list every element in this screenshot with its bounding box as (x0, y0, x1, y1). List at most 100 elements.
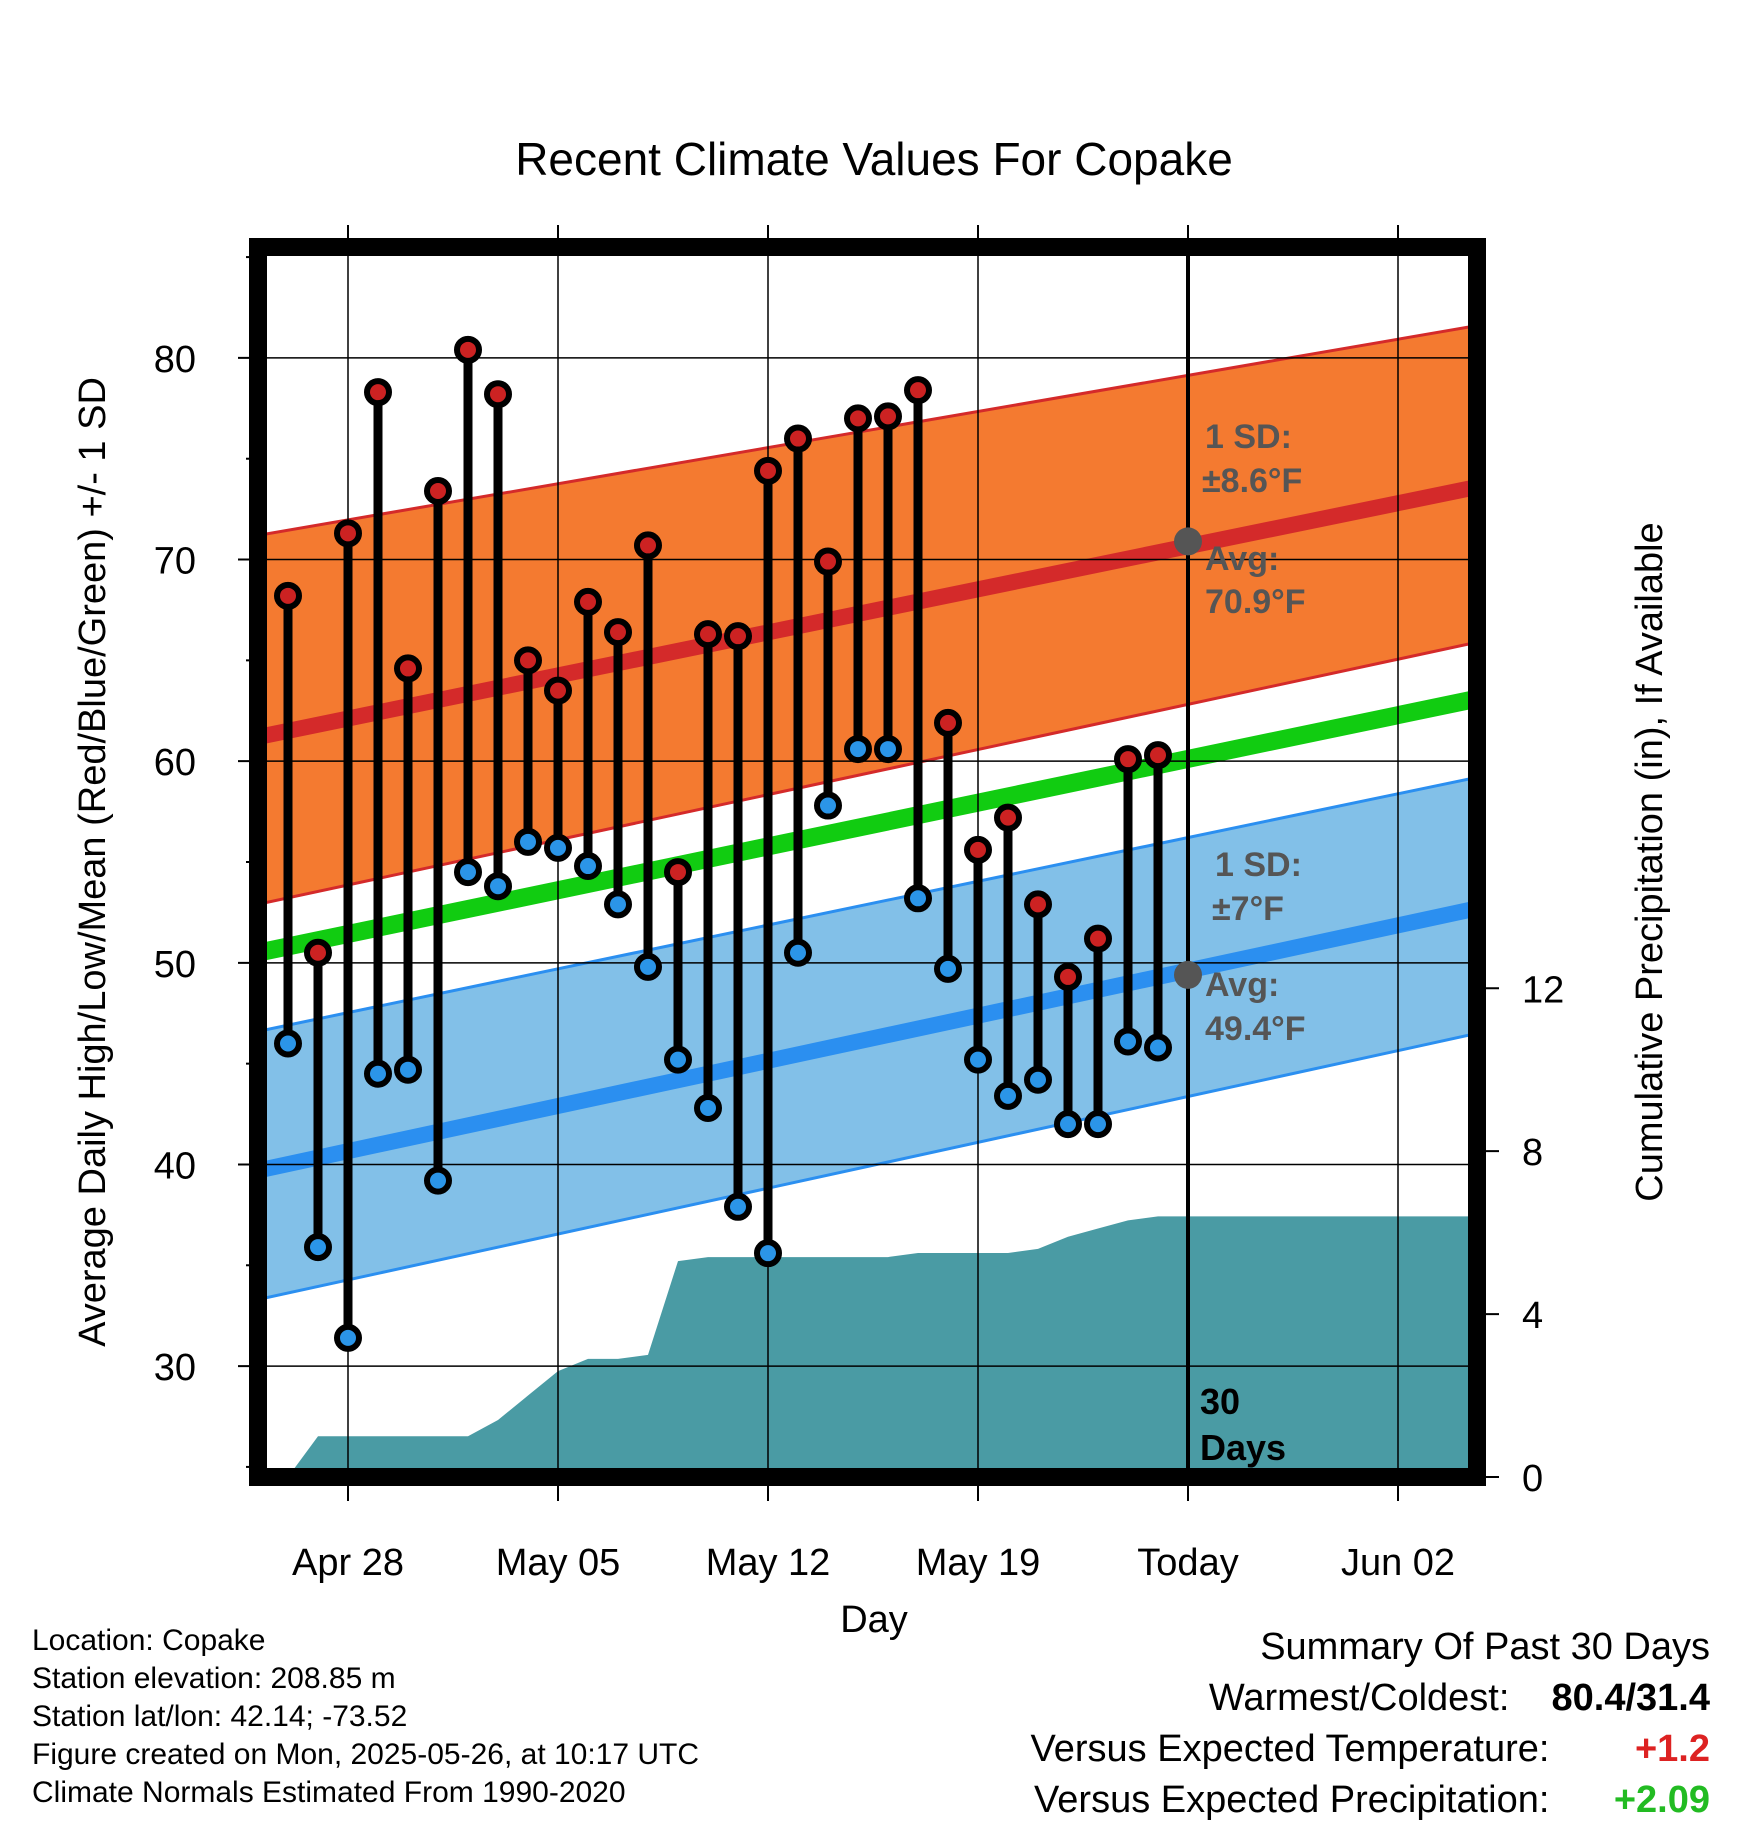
high-point (844, 404, 872, 433)
high-point (1114, 745, 1142, 774)
x-tick-label: Jun 02 (1341, 1542, 1455, 1584)
low-point (574, 852, 602, 881)
high-point (964, 835, 992, 864)
high-point (724, 622, 752, 651)
y2-tick-label: 4 (1522, 1295, 1543, 1337)
low-point (364, 1059, 392, 1088)
y-tick-label: 30 (154, 1347, 196, 1389)
low-point (1054, 1110, 1082, 1139)
high-point (574, 587, 602, 616)
low-band-upper-edge (258, 775, 1477, 1033)
today-low-avg-dot (1174, 960, 1202, 989)
latlon-text: Station lat/lon: 42.14; -73.52 (32, 1700, 408, 1733)
normals-text: Climate Normals Estimated From 1990-2020 (32, 1776, 626, 1809)
low-point (814, 791, 842, 820)
low-point (604, 890, 632, 919)
chart-title: Recent Climate Values For Copake (515, 133, 1233, 185)
low-point (274, 1029, 302, 1058)
high-point (274, 581, 302, 610)
x-tick-label: Today (1137, 1542, 1238, 1584)
elevation-text: Station elevation: 208.85 m (32, 1662, 396, 1695)
temp-label: Versus Expected Temperature: (1030, 1728, 1550, 1770)
low-point (634, 952, 662, 981)
high-point (784, 424, 812, 453)
station-info: Location: Copake Station elevation: 208.… (32, 1622, 699, 1812)
x-tick-label: May 05 (496, 1542, 621, 1584)
temp-value: +1.2 (1634, 1728, 1710, 1770)
precip-label: Versus Expected Precipitation: (1034, 1779, 1550, 1821)
left-axis: 30 40 50 60 70 80 (154, 256, 258, 1468)
low-point (1084, 1110, 1112, 1139)
high-point (814, 547, 842, 576)
avg-low-line (258, 900, 1477, 1179)
high-band-upper-edge (258, 324, 1477, 537)
low-sd-label: 1 SD: (1215, 846, 1302, 884)
created-text: Figure created on Mon, 2025-05-26, at 10… (32, 1738, 700, 1771)
low-point (694, 1094, 722, 1122)
y2-tick-label: 0 (1522, 1458, 1543, 1500)
high-point (484, 380, 512, 409)
low-point (334, 1323, 362, 1352)
summary-panel: Summary Of Past 30 Days Warmest/Coldest:… (1031, 1622, 1710, 1826)
warm-cold-label: Warmest/Coldest: (1208, 1677, 1510, 1719)
today-high-avg-dot (1174, 527, 1202, 556)
low-avg-label: Avg: (1205, 966, 1279, 1004)
right-axis: 0 4 8 12 (1477, 969, 1564, 1500)
low-avg-value: 49.4°F (1205, 1010, 1306, 1048)
high-point (1024, 890, 1052, 919)
low-point (724, 1192, 752, 1221)
y-tick-label: 40 (154, 1145, 196, 1187)
low-point (874, 735, 902, 764)
low-point (964, 1045, 992, 1074)
y-tick-label: 70 (154, 541, 196, 583)
summary-warm-cold-row: Warmest/Coldest: 80.4/31.4 (1031, 1673, 1710, 1724)
high-point (1084, 924, 1112, 953)
low-point (1114, 1027, 1142, 1056)
high-point (544, 676, 572, 705)
high-point (394, 654, 422, 683)
high-point (934, 708, 962, 737)
low-point (664, 1045, 692, 1074)
high-point (634, 531, 662, 560)
y-tick-label: 50 (154, 944, 196, 986)
x-tick-label: Apr 28 (292, 1542, 404, 1584)
summary-temp-row: Versus Expected Temperature: +1.2 (1031, 1724, 1710, 1775)
low-point (424, 1166, 452, 1195)
low-band-lower-edge (258, 1031, 1477, 1302)
y-axis-label: Average Daily High/Low/Mean (Red/Blue/Gr… (72, 377, 114, 1347)
low-point (484, 872, 512, 901)
x-axis-label: Day (840, 1599, 908, 1641)
y-tick-label: 60 (154, 742, 196, 784)
summary-precip-row: Versus Expected Precipitation: +2.09 (1031, 1775, 1710, 1826)
high-point (994, 803, 1022, 832)
y2-tick-label: 12 (1522, 969, 1564, 1011)
avg-high-line (258, 479, 1477, 745)
high-point (304, 938, 332, 967)
low-point (394, 1055, 422, 1084)
low-point (304, 1233, 332, 1262)
high-point (604, 618, 632, 647)
low-sd-value: ±7°F (1212, 890, 1284, 928)
summary-heading: Summary Of Past 30 Days (1260, 1626, 1710, 1668)
low-point (844, 735, 872, 764)
warm-cold-value: 80.4/31.4 (1551, 1677, 1710, 1719)
low-point (544, 833, 572, 862)
plot-area (258, 324, 1477, 1477)
daily-markers (274, 335, 1172, 1352)
y2-axis-label: Cumulative Precipitation (in), If Availa… (1629, 522, 1671, 1201)
high-point (1054, 962, 1082, 991)
low-point (934, 954, 962, 983)
avg-mean-line (258, 689, 1477, 962)
high-point (754, 456, 782, 485)
days-count-number: 30 (1200, 1381, 1240, 1422)
high-point (424, 476, 452, 505)
low-point (1144, 1033, 1172, 1062)
low-point (784, 938, 812, 967)
high-point (454, 335, 482, 364)
high-point (874, 402, 902, 431)
high-point (694, 620, 722, 649)
low-point (514, 827, 542, 856)
x-axis: Apr 28 May 05 May 12 May 19 Today Jun 02 (292, 225, 1455, 1584)
low-point (1024, 1065, 1052, 1094)
high-point (364, 378, 392, 407)
